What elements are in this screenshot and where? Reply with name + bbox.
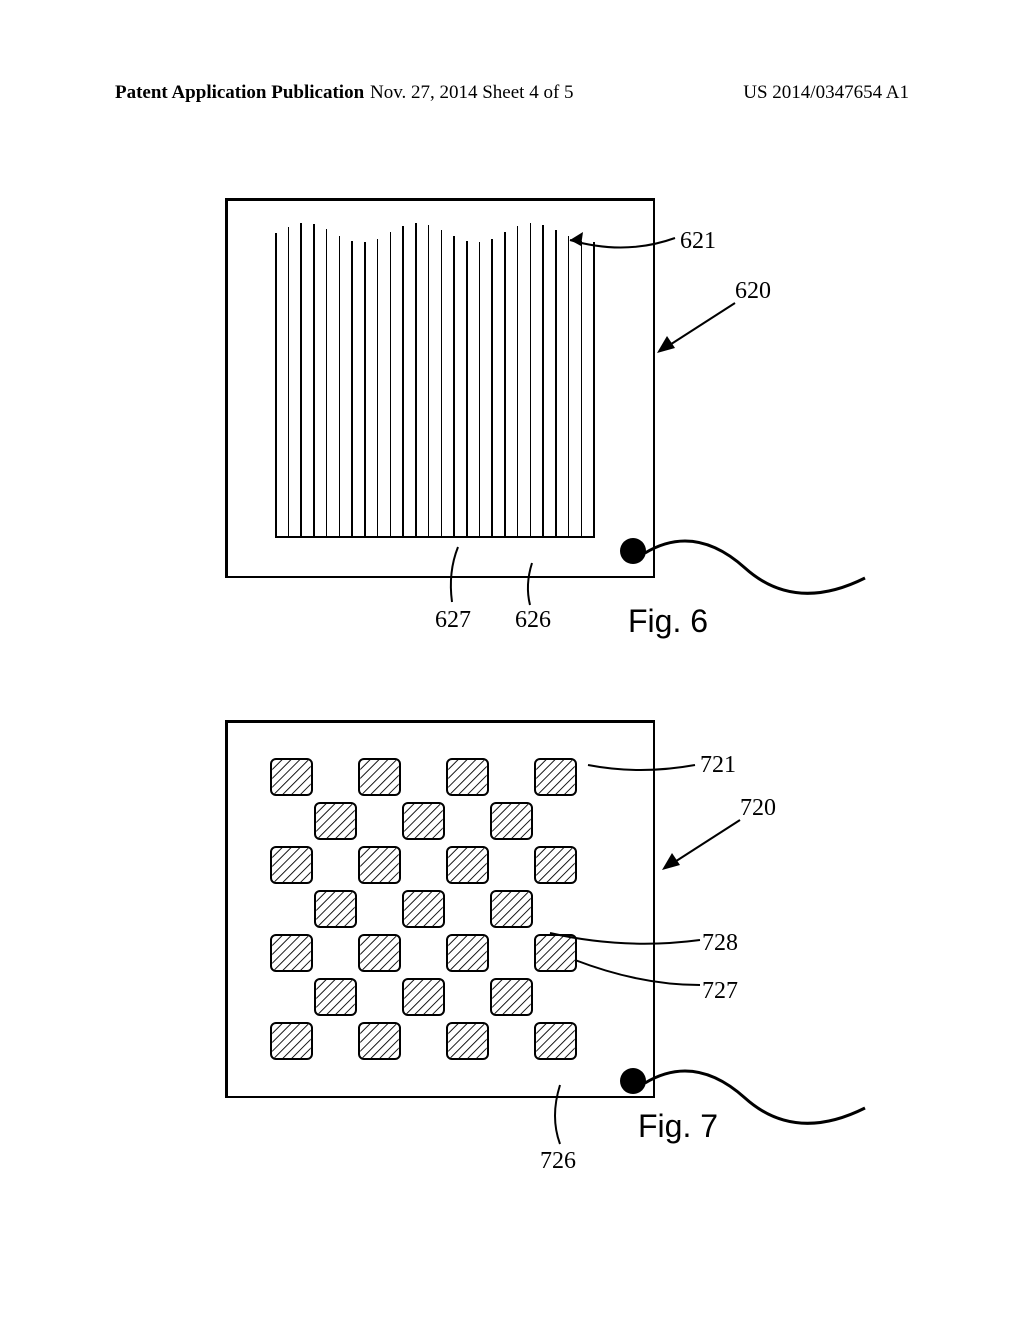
- fig6-line: [313, 224, 315, 536]
- page-header: Patent Application Publication Nov. 27, …: [0, 82, 1024, 104]
- fig6-line: [542, 225, 544, 536]
- header-left: Patent Application Publication: [115, 82, 364, 104]
- fig6-line: [377, 239, 379, 536]
- fig6-line: [275, 233, 277, 536]
- fig7-label-721: 721: [700, 752, 736, 779]
- fig7-label-720: 720: [740, 795, 776, 822]
- fig6-line: [581, 241, 583, 536]
- fig6-line: [555, 230, 557, 536]
- fig6-title: Fig. 6: [628, 603, 708, 640]
- fig7-square: [358, 1022, 401, 1060]
- fig7-title: Fig. 7: [638, 1108, 718, 1145]
- header-mid: Nov. 27, 2014 Sheet 4 of 5: [370, 82, 574, 104]
- fig7-square: [270, 846, 313, 884]
- header-right: US 2014/0347654 A1: [743, 82, 909, 104]
- fig7-checker-grid: [270, 758, 610, 1068]
- fig6-line: [339, 236, 341, 536]
- fig7-square: [358, 934, 401, 972]
- fig6-line: [300, 223, 302, 536]
- fig6-label-621: 621: [680, 228, 716, 255]
- fig6-label-620: 620: [735, 278, 771, 305]
- fig6-line: [390, 232, 392, 536]
- fig7-leader-721: [580, 755, 700, 785]
- fig6-line: [453, 236, 455, 536]
- fig6-line: [504, 232, 506, 536]
- fig7-square: [358, 846, 401, 884]
- fig6-line: [479, 242, 481, 536]
- fig7-leader-726: [545, 1082, 575, 1147]
- fig6-line: [517, 226, 519, 536]
- fig6-label-626: 626: [515, 607, 551, 634]
- fig6-line: [593, 242, 595, 536]
- fig7-label-727: 727: [702, 978, 738, 1005]
- fig6-line: [568, 236, 570, 536]
- fig7-leader-727: [570, 955, 705, 990]
- fig6-wire: [635, 538, 875, 608]
- fig7-square: [314, 978, 357, 1016]
- fig7-square: [270, 758, 313, 796]
- fig7-square: [490, 978, 533, 1016]
- fig7-square: [446, 846, 489, 884]
- fig6-label-627: 627: [435, 607, 471, 634]
- fig7-square: [402, 802, 445, 840]
- fig6-line: [402, 226, 404, 536]
- fig7-square: [314, 890, 357, 928]
- fig7-label-726: 726: [540, 1148, 576, 1175]
- fig7-square: [534, 846, 577, 884]
- fig6-line: [288, 227, 290, 536]
- fig7-square: [490, 802, 533, 840]
- fig6-line: [466, 241, 468, 536]
- fig7-square: [446, 758, 489, 796]
- fig6-leader-626: [520, 560, 550, 608]
- fig7-leader-720: [650, 815, 750, 875]
- fig7-square: [314, 802, 357, 840]
- fig6-leader-627: [440, 542, 470, 607]
- fig7-square: [358, 758, 401, 796]
- fig7-square: [270, 1022, 313, 1060]
- fig7-square: [446, 1022, 489, 1060]
- fig6-line: [415, 223, 417, 536]
- fig7-square: [534, 1022, 577, 1060]
- fig6-vertical-lines: [275, 220, 595, 538]
- fig7-square: [402, 890, 445, 928]
- fig6-leader-620: [645, 298, 745, 358]
- fig6-line: [326, 229, 328, 536]
- fig6-line: [364, 242, 366, 536]
- fig6-line: [491, 239, 493, 537]
- fig7-square: [446, 934, 489, 972]
- fig7-square: [490, 890, 533, 928]
- fig7-square: [402, 978, 445, 1016]
- fig7-square: [534, 758, 577, 796]
- fig6-line: [530, 223, 532, 536]
- fig6-leader-621: [555, 218, 685, 258]
- fig7-square: [270, 934, 313, 972]
- fig6-line: [428, 225, 430, 536]
- fig7-leader-728: [545, 925, 705, 950]
- fig7-label-728: 728: [702, 930, 738, 957]
- fig6-line: [351, 241, 353, 536]
- fig6-line: [441, 230, 443, 536]
